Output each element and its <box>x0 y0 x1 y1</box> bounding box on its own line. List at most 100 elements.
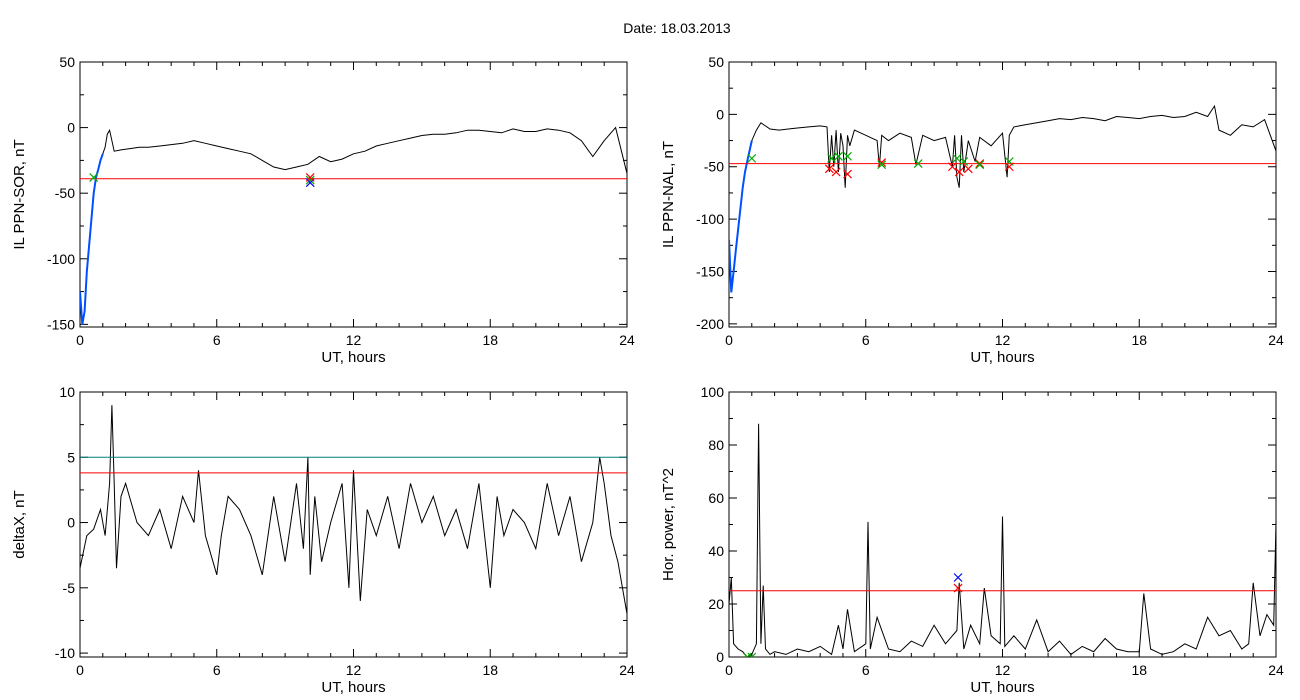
cross-marker-stroke <box>843 169 852 179</box>
cross-marker <box>305 175 315 185</box>
cross-marker <box>833 151 843 161</box>
series-line-1 <box>80 153 104 325</box>
cross-marker <box>953 583 963 593</box>
y-tick-label: 0 <box>67 120 75 136</box>
y-axis-title: IL PPN-SOR, nT <box>11 139 28 249</box>
cross-marker <box>959 157 969 166</box>
y-axis-title: IL PPN-NAL, nT <box>660 141 677 248</box>
x-tick-label: 24 <box>619 662 635 678</box>
y-tick-label: 40 <box>708 543 724 559</box>
y-tick-label: 50 <box>708 54 724 70</box>
cross-marker-stroke <box>952 153 962 163</box>
cross-marker-stroke <box>877 158 887 167</box>
cross-marker <box>953 573 963 582</box>
chart-panel-bottom-left: 0 6 12 18 24 -10 -5 0 5 10 UT, hours deltaX, nT <box>11 384 635 696</box>
cross-marker <box>747 153 757 163</box>
x-axis-title: UT, hours <box>321 679 385 696</box>
chart-panel-top-right: 0 6 12 18 24 -200 -150 -100 -50 0 50 UT, hours IL PP… <box>660 54 1284 366</box>
plot-data <box>80 126 627 325</box>
y-tick-label: 10 <box>59 384 75 400</box>
x-axis-title: UT, hours <box>970 679 1034 696</box>
cross-marker <box>831 167 841 177</box>
x-tick-label: 6 <box>862 332 870 348</box>
x-tick-label: 18 <box>1131 662 1147 678</box>
cross-marker-stroke <box>305 175 315 185</box>
cross-marker-stroke <box>953 573 963 582</box>
y-tick-label: 100 <box>701 384 725 400</box>
cross-marker <box>954 167 964 177</box>
x-tick-label: 6 <box>213 662 221 678</box>
plot-data <box>729 104 1276 293</box>
y-tick-label: -200 <box>696 316 724 332</box>
cross-marker <box>747 652 757 657</box>
x-tick-label: 18 <box>1131 332 1147 348</box>
cross-marker <box>1004 162 1014 172</box>
y-tick-label: -150 <box>47 316 75 332</box>
cross-marker <box>843 169 852 179</box>
cross-marker <box>305 173 315 182</box>
cross-marker <box>975 159 985 169</box>
y-tick-label: -100 <box>696 211 724 227</box>
y-axis-title: Hor. power, nT^2 <box>660 468 677 581</box>
cross-marker-stroke <box>947 162 957 172</box>
series-line-0 <box>80 405 627 614</box>
cross-marker-stroke <box>747 153 757 163</box>
y-tick-label: 0 <box>716 649 724 665</box>
y-tick-label: 0 <box>716 106 724 122</box>
x-tick-label: 0 <box>725 662 733 678</box>
cross-marker-stroke <box>1004 162 1014 172</box>
cross-marker-stroke <box>742 652 749 657</box>
x-tick-label: 0 <box>725 332 733 348</box>
cross-marker <box>947 162 957 172</box>
cross-marker-stroke <box>913 159 923 169</box>
cross-marker-stroke <box>959 157 969 166</box>
y-tick-label: -50 <box>704 159 724 175</box>
x-tick-label: 24 <box>619 332 635 348</box>
y-tick-label: -50 <box>55 185 75 201</box>
cross-marker-stroke <box>963 164 973 174</box>
y-tick-label: 5 <box>67 449 75 465</box>
cross-marker-stroke <box>831 167 841 177</box>
y-tick-label: 20 <box>708 596 724 612</box>
cross-marker <box>89 173 99 182</box>
x-tick-label: 12 <box>995 662 1011 678</box>
plot-data <box>729 423 1276 657</box>
y-tick-label: -10 <box>55 645 75 661</box>
chart-panel-bottom-right: 0 6 12 18 24 0 20 40 60 80 100 UT, hours Hor. power,… <box>660 384 1284 696</box>
x-tick-label: 24 <box>1268 662 1284 678</box>
cross-marker <box>877 160 887 170</box>
x-tick-label: 0 <box>76 332 84 348</box>
x-tick-label: 12 <box>346 332 362 348</box>
x-tick-label: 12 <box>995 332 1011 348</box>
cross-marker <box>877 158 887 167</box>
cross-marker-stroke <box>954 167 964 177</box>
series-line-1 <box>729 140 753 293</box>
series-line-0 <box>729 423 1276 657</box>
plot-frame <box>79 61 628 328</box>
cross-marker-stroke <box>305 173 315 182</box>
x-tick-label: 6 <box>862 662 870 678</box>
plot-frame <box>728 61 1277 328</box>
cross-marker-stroke <box>824 164 834 174</box>
y-tick-label: 80 <box>708 437 724 453</box>
x-tick-label: 24 <box>1268 332 1284 348</box>
cross-marker-stroke <box>975 160 985 170</box>
cross-marker <box>952 153 962 163</box>
cross-marker-stroke <box>953 583 963 593</box>
figure-title: Date: 18.03.2013 <box>623 20 731 36</box>
x-tick-label: 0 <box>76 662 84 678</box>
x-tick-label: 12 <box>346 662 362 678</box>
x-tick-label: 18 <box>482 662 498 678</box>
y-tick-label: -150 <box>696 263 724 279</box>
y-tick-label: 60 <box>708 490 724 506</box>
cross-marker-stroke <box>877 160 887 170</box>
cross-marker-stroke <box>827 153 836 163</box>
y-tick-label: -100 <box>47 251 75 267</box>
y-tick-label: -5 <box>63 580 76 596</box>
cross-marker-stroke <box>89 173 99 182</box>
cross-marker-stroke <box>975 159 985 169</box>
cross-marker-stroke <box>843 151 852 161</box>
x-tick-label: 6 <box>213 332 221 348</box>
